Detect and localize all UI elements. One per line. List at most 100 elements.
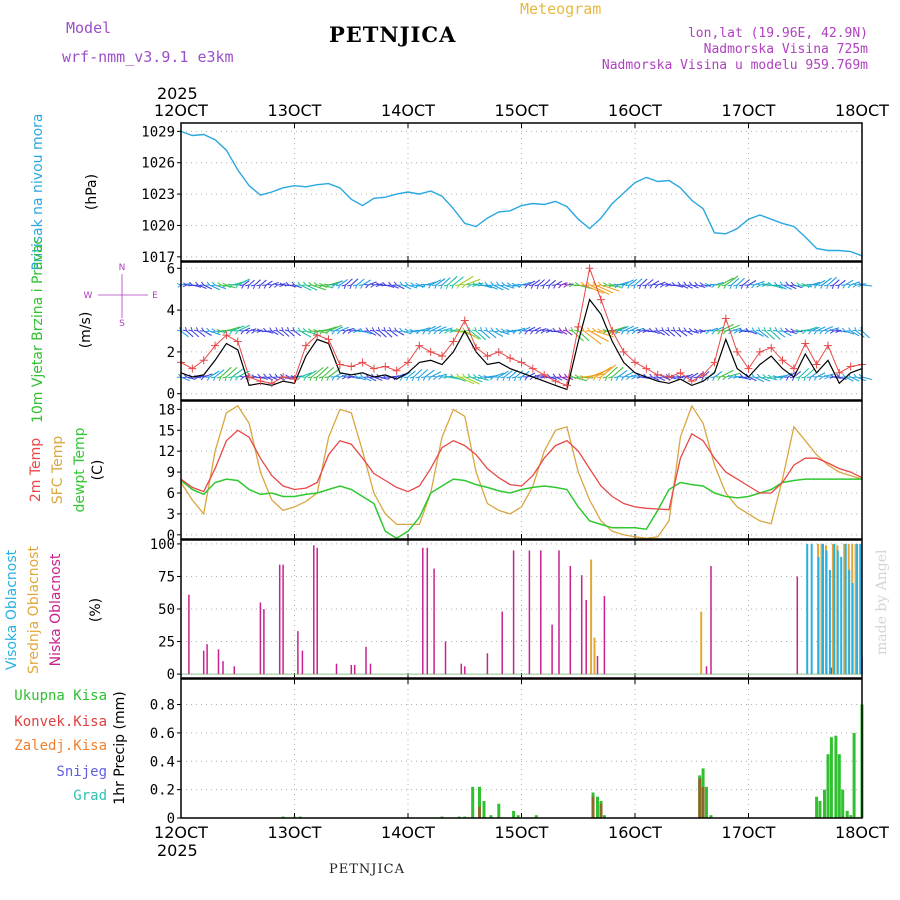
wind-arrow	[611, 366, 624, 378]
wind-arrow-head	[846, 283, 852, 289]
wind-arrow	[186, 376, 196, 380]
wind-arrow-head	[636, 329, 642, 334]
wind-arrow-head	[625, 284, 631, 289]
footer-station: PETNJICA	[329, 862, 405, 877]
wind-arrow	[844, 376, 854, 382]
wind-arrow-head	[205, 281, 211, 286]
wind-arrow	[345, 327, 355, 332]
wind-arrow	[521, 281, 531, 286]
precip-total-bar	[849, 815, 853, 818]
wind-arrow-head	[358, 373, 364, 378]
wind-arrow-head	[267, 284, 273, 289]
precip-legend-item: Grad	[73, 788, 107, 804]
x-tick-label-bottom: 12OCT	[154, 823, 208, 842]
wind-arrow-head	[835, 284, 841, 289]
y-tick-label: 12	[158, 444, 175, 460]
wind-gust-marker	[596, 295, 605, 304]
wind-arrow	[300, 372, 312, 378]
wind-arrow	[748, 280, 757, 286]
y-tick-label: 9	[167, 465, 175, 481]
wind-arrow-head	[472, 373, 478, 379]
wind-arrow	[810, 326, 820, 332]
wind-arrow-head	[420, 283, 426, 289]
wind-arrow-head	[409, 282, 415, 287]
y-tick-label: 0.4	[150, 754, 175, 770]
wind-arrow-head	[262, 284, 267, 289]
x-tick-label-top: 14OCT	[381, 101, 435, 120]
wind-arrow	[657, 281, 666, 286]
wind-arrow-head	[324, 376, 330, 381]
wind-arrow	[725, 275, 739, 286]
precip-legend-item: Konvek.Kisa	[14, 714, 107, 730]
sfc-temp-line	[180, 404, 863, 539]
wind-arrow	[487, 284, 498, 290]
wind-arrow-head	[347, 329, 353, 334]
wind-arrow	[214, 369, 225, 378]
wind-arrow-head	[818, 375, 824, 381]
wind-arrow	[464, 330, 480, 340]
precip-total-bar	[482, 801, 486, 818]
precip-total-bar	[841, 789, 845, 818]
wind-arrow	[379, 330, 387, 338]
wind-arrow	[407, 284, 418, 289]
wind-arrow-head	[693, 376, 699, 381]
wind-arrow-head	[528, 330, 534, 335]
wind-arrow-head	[199, 327, 205, 332]
wind-arrow-head	[619, 330, 625, 335]
precip-conv-bar	[478, 806, 481, 818]
wind-arrow	[265, 330, 274, 334]
wind-arrow-head	[523, 330, 529, 335]
precip-conv-bar	[591, 796, 595, 818]
wind-gust-marker	[846, 362, 855, 371]
wind-arrow	[243, 280, 250, 286]
wind-arrow	[799, 367, 810, 378]
wind-arrow-head	[341, 284, 347, 289]
y-tick-label: 0	[167, 811, 175, 827]
wind-arrow	[555, 376, 563, 381]
precip-legend-item: Zaledj.Kisa	[14, 738, 107, 754]
wind-arrow	[549, 279, 556, 286]
wind-arrow	[402, 371, 411, 378]
wind-arrow	[192, 284, 202, 288]
wind-arrow	[532, 326, 542, 332]
wind-arrow-head	[750, 283, 756, 289]
wind-arrow	[362, 330, 372, 335]
compass-cross	[98, 274, 148, 318]
wind-arrow-head	[608, 376, 614, 381]
wind-gust-marker	[619, 347, 628, 356]
wind-arrow-head	[699, 329, 705, 334]
wind-arrow	[475, 330, 487, 341]
wind-arrow-head	[455, 284, 460, 289]
wind-arrow	[742, 376, 752, 381]
wind-arrow	[827, 327, 840, 332]
y-tick-label: 0	[167, 667, 175, 683]
wind-arrow-head	[761, 373, 767, 379]
compass-e: E	[152, 291, 158, 301]
wind-arrow-head	[318, 376, 324, 381]
wind-gust-marker	[767, 343, 776, 352]
wind-arrow	[788, 330, 797, 335]
wind-gust-marker	[290, 375, 299, 384]
wind-arrow-head	[721, 284, 727, 289]
wind-arrow	[345, 278, 353, 286]
wind-arrow-head	[818, 284, 824, 289]
wind-arrow-head	[744, 327, 750, 333]
wind-arrow-head	[182, 373, 188, 379]
x-tick-label-bottom: 17OCT	[722, 823, 776, 842]
precip-total-bar	[705, 786, 708, 818]
y-tick-label: 25	[158, 635, 175, 651]
wind-arrow	[396, 330, 405, 336]
wind-arrow-head	[733, 329, 739, 334]
wind-arrow-head	[273, 373, 279, 378]
wind-arrow-head	[466, 373, 472, 378]
wind-arrow-head	[806, 330, 812, 335]
wind-arrow-head	[676, 327, 682, 332]
y-tick-label: 18	[158, 402, 175, 418]
wind-arrow	[861, 330, 870, 339]
wind-arrow-head	[665, 282, 671, 288]
wind-gust-marker	[438, 352, 447, 361]
wind-arrow-head	[324, 330, 330, 335]
wind-arrow	[583, 284, 605, 294]
panel-frame-3	[180, 539, 863, 679]
wind-arrow	[634, 327, 645, 332]
